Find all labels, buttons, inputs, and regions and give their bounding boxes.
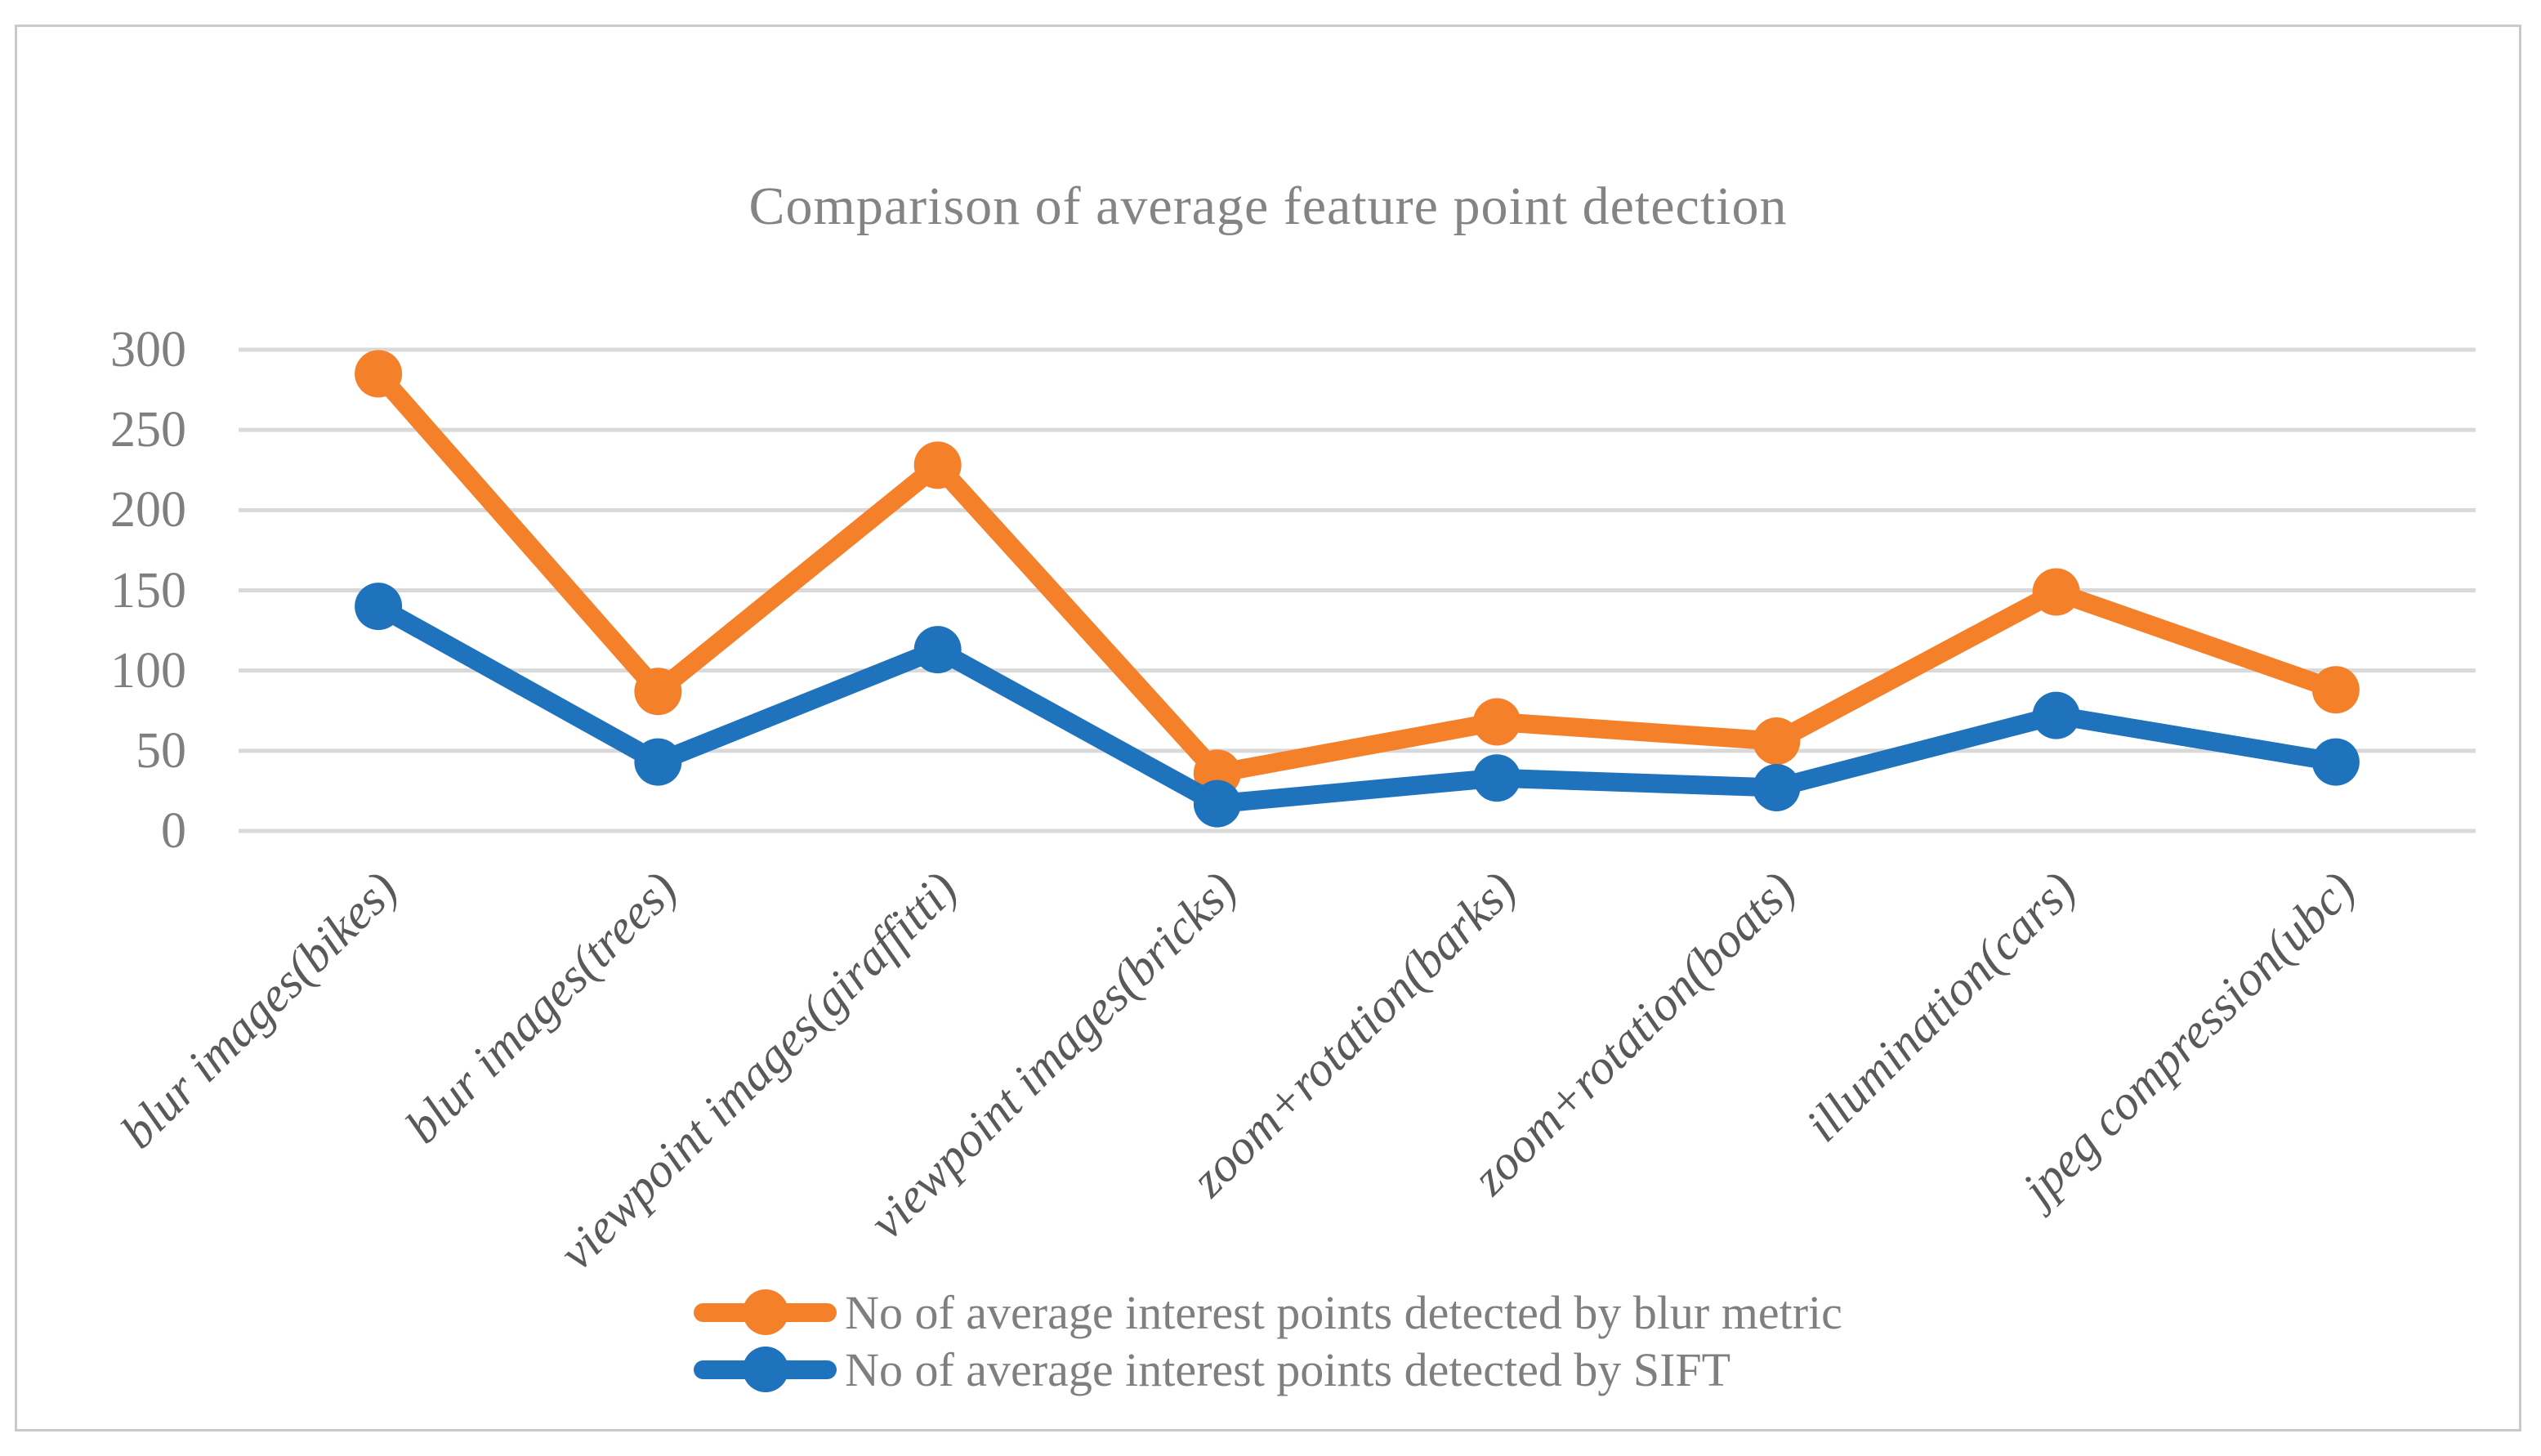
data-point-marker — [355, 350, 403, 398]
legend-label-sift: No of average interest points detected b… — [845, 1342, 1731, 1396]
y-tick-label: 150 — [110, 562, 186, 619]
y-tick-label: 250 — [110, 402, 186, 458]
data-point-marker — [913, 626, 962, 674]
chart-figure: Comparison of average feature point dete… — [15, 25, 2521, 1431]
data-point-marker — [913, 441, 962, 489]
series-layer — [355, 350, 2360, 828]
series-line-1 — [368, 596, 2346, 814]
y-tick-label: 0 — [161, 803, 186, 859]
data-point-marker — [1753, 763, 1801, 811]
legend-dot-icon — [742, 1347, 788, 1392]
data-point-marker — [2311, 666, 2360, 714]
data-point-marker — [355, 583, 403, 631]
legend-item-blur-metric: No of average interest points detected b… — [694, 1284, 1842, 1341]
plot-svg — [239, 347, 2476, 833]
legend-label-blur-metric: No of average interest points detected b… — [845, 1285, 1842, 1339]
legend: No of average interest points detected b… — [17, 1284, 2519, 1398]
data-point-marker — [634, 738, 682, 786]
legend-line-marker-blur-metric — [694, 1289, 837, 1335]
data-point-marker — [2311, 738, 2360, 786]
y-tick-label: 100 — [110, 642, 186, 699]
data-point-marker — [1753, 717, 1801, 766]
data-point-marker — [2032, 568, 2080, 616]
y-tick-label: 200 — [110, 482, 186, 538]
data-point-marker — [2032, 691, 2080, 739]
chart-title: Comparison of average feature point dete… — [748, 176, 1788, 236]
data-point-marker — [1473, 698, 1521, 746]
data-point-marker — [634, 668, 682, 716]
y-tick-label: 50 — [136, 722, 186, 779]
data-point-marker — [1193, 779, 1241, 828]
legend-box: No of average interest points detected b… — [694, 1284, 1842, 1398]
series-line-0 — [368, 364, 2346, 783]
legend-dot-icon — [742, 1289, 788, 1335]
data-point-marker — [1473, 754, 1521, 802]
y-tick-label: 300 — [110, 322, 186, 377]
legend-line-marker-sift — [694, 1347, 837, 1392]
legend-item-sift: No of average interest points detected b… — [694, 1341, 1842, 1398]
